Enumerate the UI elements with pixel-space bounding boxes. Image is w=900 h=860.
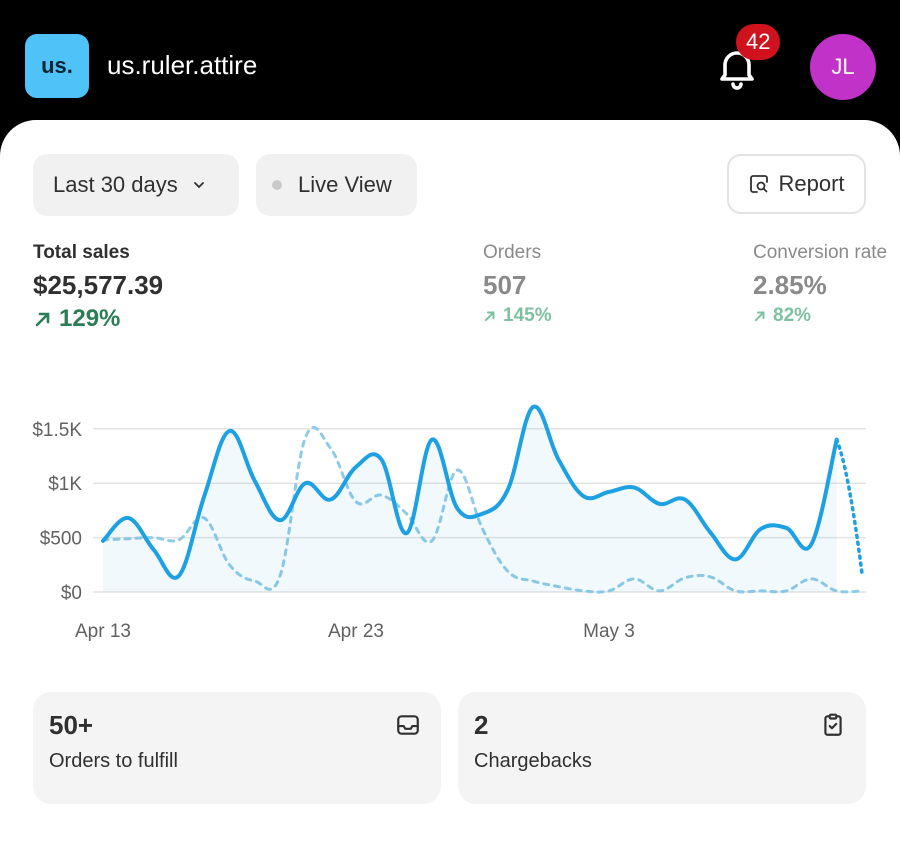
dashboard-card: Last 30 days Live View Report Total sale… — [0, 120, 900, 860]
chargebacks-tile[interactable]: 2 Chargebacks — [458, 692, 866, 804]
current-period-area — [103, 406, 837, 592]
report-search-icon — [750, 175, 769, 193]
metric-label: Conversion rate — [753, 242, 888, 263]
live-status-dot-icon — [272, 180, 282, 190]
metric-label: Orders — [483, 242, 542, 263]
metric-orders[interactable]: Orders 507 145% — [483, 242, 552, 327]
metric-value: 2.85% — [753, 270, 827, 300]
x-tick-label: Apr 23 — [328, 621, 384, 642]
metric-conversion-rate[interactable]: Conversion rate 2.85% 82% — [753, 242, 887, 327]
store-logo[interactable]: us. — [25, 34, 89, 98]
report-button[interactable]: Report — [727, 154, 866, 214]
tile-label: Orders to fulfill — [49, 750, 178, 772]
y-tick-label: $500 — [40, 529, 82, 550]
x-tick-label: May 3 — [583, 621, 635, 642]
metric-total-sales[interactable]: Total sales $25,577.39 129% — [33, 242, 163, 333]
live-view-label: Live View — [298, 172, 392, 197]
tile-count: 2 — [474, 710, 489, 740]
metric-value: $25,577.39 — [33, 270, 164, 300]
metric-delta: 145% — [503, 305, 552, 326]
sales-chart[interactable]: $0 $500 $1K $1.5K Apr 13 Apr 23 May 3 — [0, 396, 900, 656]
top-bar: us. us.ruler.attire 42 JL — [0, 0, 900, 130]
metric-delta: 129% — [59, 305, 121, 332]
y-tick-label: $1K — [48, 474, 82, 495]
live-view-button[interactable]: Live View — [256, 154, 417, 216]
current-period-projection — [834, 437, 864, 576]
clipboard-check-icon — [824, 713, 842, 736]
date-range-selector[interactable]: Last 30 days — [33, 154, 239, 216]
inbox-icon — [397, 715, 419, 735]
tile-count: 50+ — [49, 710, 94, 740]
metric-value: 507 — [483, 270, 527, 300]
notification-badge: 42 — [736, 24, 781, 60]
previous-period-line — [101, 426, 864, 594]
metric-label: Total sales — [33, 242, 130, 263]
x-tick-label: Apr 13 — [75, 621, 131, 642]
tile-label: Chargebacks — [474, 750, 592, 772]
y-tick-label: $1.5K — [32, 420, 82, 441]
report-label: Report — [778, 171, 845, 196]
store-name[interactable]: us.ruler.attire — [107, 50, 258, 80]
avatar[interactable]: JL — [810, 34, 876, 100]
arrow-up-right-icon — [754, 311, 765, 322]
metric-delta: 82% — [773, 305, 812, 326]
date-range-label: Last 30 days — [53, 172, 178, 197]
y-tick-label: $0 — [61, 583, 82, 604]
arrow-up-right-icon — [35, 312, 50, 327]
current-period-line — [101, 404, 839, 580]
chevron-down-icon — [193, 182, 204, 189]
arrow-up-right-icon — [484, 311, 495, 322]
orders-to-fulfill-tile[interactable]: 50+ Orders to fulfill — [33, 692, 441, 804]
